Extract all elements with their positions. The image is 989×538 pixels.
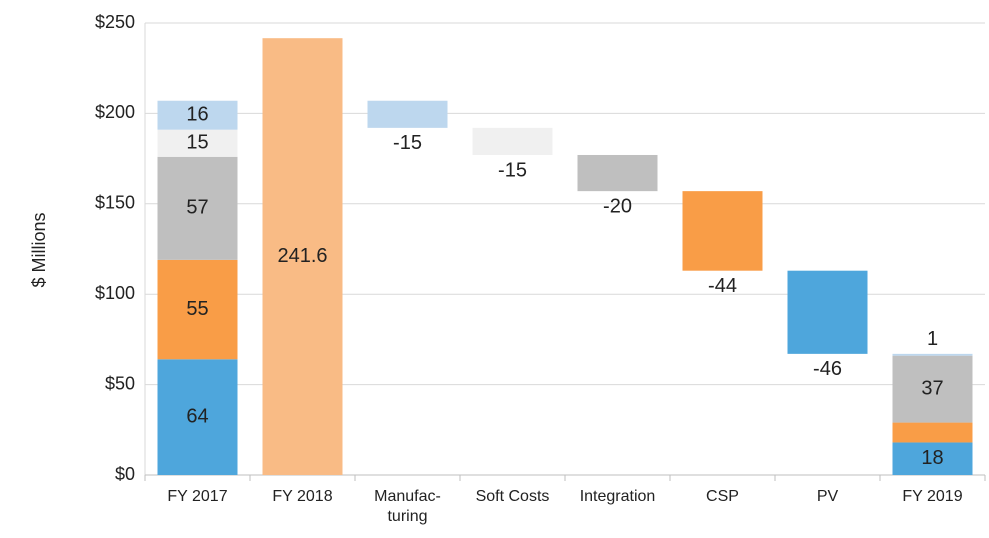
bar-segment (157, 259, 238, 360)
x-tick-label: Soft Costs (476, 488, 550, 505)
x-tick-label: FY 2018 (272, 488, 332, 505)
y-tick-label: $250 (95, 12, 135, 32)
data-label: 64 (186, 405, 208, 427)
data-label: -15 (393, 132, 422, 154)
data-label: -20 (603, 195, 632, 217)
step-bar (577, 154, 658, 192)
y-tick-label: $0 (115, 464, 135, 484)
data-label: 1 (927, 328, 938, 350)
x-tick-label: FY 2019 (902, 488, 962, 505)
bar-segment (892, 442, 973, 475)
data-label: -15 (498, 159, 527, 181)
y-axis-label: $ Millions (29, 212, 49, 287)
bar-segment (262, 38, 343, 476)
y-tick-label: $200 (95, 102, 135, 122)
x-tick-label: Integration (580, 488, 656, 505)
y-tick-label: $150 (95, 193, 135, 213)
data-label: 15 (186, 132, 208, 154)
data-label: -44 (708, 275, 737, 297)
step-bar (682, 191, 763, 271)
data-label: -46 (813, 358, 842, 380)
bar-segment (157, 156, 238, 260)
data-label: 241.6 (277, 245, 327, 267)
bar-segment (157, 359, 238, 475)
step-bar (367, 100, 448, 128)
bar-segment (157, 100, 238, 130)
data-label: 55 (186, 298, 208, 320)
step-bar (472, 127, 553, 155)
bar-segment (892, 355, 973, 423)
x-tick-label: Manufac-turing (374, 488, 441, 525)
data-label: 16 (186, 103, 208, 125)
y-tick-label: $50 (105, 373, 135, 393)
data-label: 37 (921, 377, 943, 399)
bar-segment (157, 129, 238, 157)
bar-segment (892, 422, 973, 443)
x-tick-label: CSP (706, 488, 739, 505)
data-label: 18 (921, 447, 943, 469)
bar-segment (892, 353, 973, 356)
step-bar (787, 270, 868, 354)
x-tick-label: PV (817, 488, 839, 505)
data-label: 57 (186, 197, 208, 219)
x-tick-label: FY 2017 (167, 488, 227, 505)
y-tick-label: $100 (95, 283, 135, 303)
